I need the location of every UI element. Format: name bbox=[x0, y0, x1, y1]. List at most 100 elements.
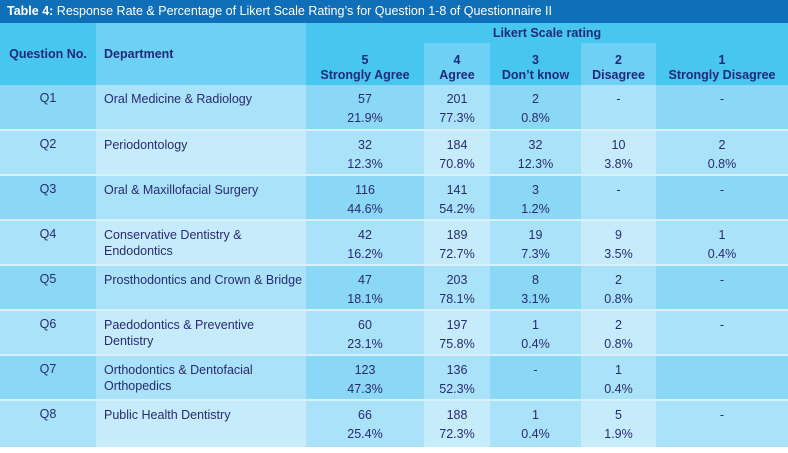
response-count: 141 bbox=[446, 183, 468, 197]
response-count: 189 bbox=[446, 228, 468, 242]
department-cell: Periodontology bbox=[96, 129, 306, 175]
question-no-cell: Q5 bbox=[0, 264, 96, 310]
header-scale-2: 2 Disagree bbox=[581, 43, 656, 85]
response-count: 184 bbox=[446, 138, 468, 152]
response-percent: 52.3% bbox=[439, 382, 475, 396]
table-row: Q7 Orthodontics & Dentofacial Orthopedics… bbox=[0, 354, 788, 400]
response-percent: 0.8% bbox=[604, 292, 633, 306]
rating-cell: 47 18.1% bbox=[306, 264, 424, 310]
rating-cell: 1 0.4% bbox=[490, 399, 581, 447]
scale-label: Don’t know bbox=[501, 68, 570, 82]
rating-cell: 2 0.8% bbox=[656, 129, 788, 175]
rating-cell: - bbox=[581, 174, 656, 220]
scale-number: 3 bbox=[532, 53, 539, 67]
rating-cell: 123 47.3% bbox=[306, 354, 424, 400]
response-percent: 0.4% bbox=[521, 337, 550, 351]
rating-cell: - bbox=[656, 309, 788, 355]
response-count: - bbox=[616, 92, 621, 106]
response-percent bbox=[656, 381, 788, 398]
response-count: - bbox=[533, 363, 538, 377]
response-count: - bbox=[719, 92, 725, 106]
response-percent: 72.3% bbox=[439, 427, 475, 441]
header-likert-group: Likert Scale rating bbox=[306, 23, 788, 43]
department-cell: Prosthodontics and Crown & Bridge bbox=[96, 264, 306, 310]
response-count: 5 bbox=[615, 408, 622, 422]
rating-cell: 2 0.8% bbox=[490, 85, 581, 130]
question-no-cell: Q1 bbox=[0, 85, 96, 130]
response-percent: 0.8% bbox=[521, 111, 550, 125]
response-percent: 0.4% bbox=[707, 247, 737, 261]
response-count: 2 bbox=[615, 273, 622, 287]
response-count: 57 bbox=[358, 92, 372, 106]
rating-cell: 2 0.8% bbox=[581, 309, 656, 355]
table-row: Q1 Oral Medicine & Radiology 57 21.9% 201 77.… bbox=[0, 85, 788, 130]
response-percent: 0.4% bbox=[604, 382, 633, 396]
response-count: 197 bbox=[446, 318, 468, 332]
response-count: 1 bbox=[615, 363, 622, 377]
response-percent bbox=[581, 201, 656, 218]
response-percent bbox=[656, 336, 788, 353]
response-count: 32 bbox=[528, 138, 543, 152]
response-percent: 78.1% bbox=[439, 292, 475, 306]
response-count: 10 bbox=[611, 138, 626, 152]
response-percent: 54.2% bbox=[439, 202, 475, 216]
response-count: 2 bbox=[615, 318, 622, 332]
response-count: 3 bbox=[532, 183, 539, 197]
response-percent: 3.1% bbox=[521, 292, 550, 306]
rating-cell: 188 72.3% bbox=[424, 399, 490, 447]
rating-cell: - bbox=[656, 174, 788, 220]
rating-cell: 201 77.3% bbox=[424, 85, 490, 130]
rating-cell: 1 0.4% bbox=[581, 354, 656, 400]
response-percent: 25.4% bbox=[347, 427, 383, 441]
response-count: 123 bbox=[354, 363, 376, 377]
rating-cell: 5 1.9% bbox=[581, 399, 656, 447]
response-count: 47 bbox=[358, 273, 372, 287]
response-percent: 0.8% bbox=[707, 157, 737, 171]
rating-cell: - bbox=[490, 354, 581, 400]
table-row: Q4 Conservative Dentistry & Endodontics 42… bbox=[0, 219, 788, 265]
header-scale-1: 1 Strongly Disagree bbox=[656, 43, 788, 85]
response-count: 2 bbox=[532, 92, 539, 106]
response-count: 60 bbox=[358, 318, 372, 332]
response-percent bbox=[490, 381, 581, 398]
scale-label: Strongly Disagree bbox=[668, 68, 776, 82]
department-cell: Public Health Dentistry bbox=[96, 399, 306, 447]
scale-label: Strongly Agree bbox=[320, 68, 410, 82]
scale-label: Disagree bbox=[592, 68, 645, 82]
response-count: 201 bbox=[446, 92, 468, 106]
response-percent: 0.4% bbox=[521, 427, 550, 441]
scale-number: 2 bbox=[615, 53, 622, 67]
response-percent bbox=[581, 110, 656, 127]
response-count: - bbox=[719, 408, 725, 422]
response-percent: 75.8% bbox=[439, 337, 475, 351]
table-caption-text: Response Rate & Percentage of Likert Sca… bbox=[53, 4, 552, 18]
response-percent: 77.3% bbox=[439, 111, 475, 125]
department-cell: Oral Medicine & Radiology bbox=[96, 85, 306, 130]
scale-label: Agree bbox=[439, 68, 475, 82]
response-percent: 47.3% bbox=[347, 382, 383, 396]
rating-cell: 32 12.3% bbox=[490, 129, 581, 175]
response-count: 188 bbox=[446, 408, 468, 422]
rating-cell: 9 3.5% bbox=[581, 219, 656, 265]
rating-cell: 10 3.8% bbox=[581, 129, 656, 175]
response-count: 1 bbox=[532, 408, 539, 422]
response-percent: 12.3% bbox=[347, 157, 383, 171]
response-count: - bbox=[616, 183, 621, 197]
rating-cell: - bbox=[656, 264, 788, 310]
response-count bbox=[656, 362, 788, 379]
department-cell: Orthodontics & Dentofacial Orthopedics bbox=[96, 354, 306, 400]
response-percent bbox=[656, 426, 788, 443]
table-caption-label: Table 4: bbox=[7, 4, 54, 18]
question-no-cell: Q3 bbox=[0, 174, 96, 220]
rating-cell bbox=[656, 354, 788, 400]
response-percent: 72.7% bbox=[439, 247, 475, 261]
header-scale-5: 5 Strongly Agree bbox=[306, 43, 424, 85]
question-no-cell: Q6 bbox=[0, 309, 96, 355]
rating-cell: 8 3.1% bbox=[490, 264, 581, 310]
response-count: - bbox=[719, 273, 725, 287]
response-percent bbox=[656, 201, 788, 218]
response-count: 42 bbox=[358, 228, 372, 242]
rating-cell: 19 7.3% bbox=[490, 219, 581, 265]
likert-table: Question No. Department Likert Scale rat… bbox=[0, 23, 788, 447]
rating-cell: 203 78.1% bbox=[424, 264, 490, 310]
